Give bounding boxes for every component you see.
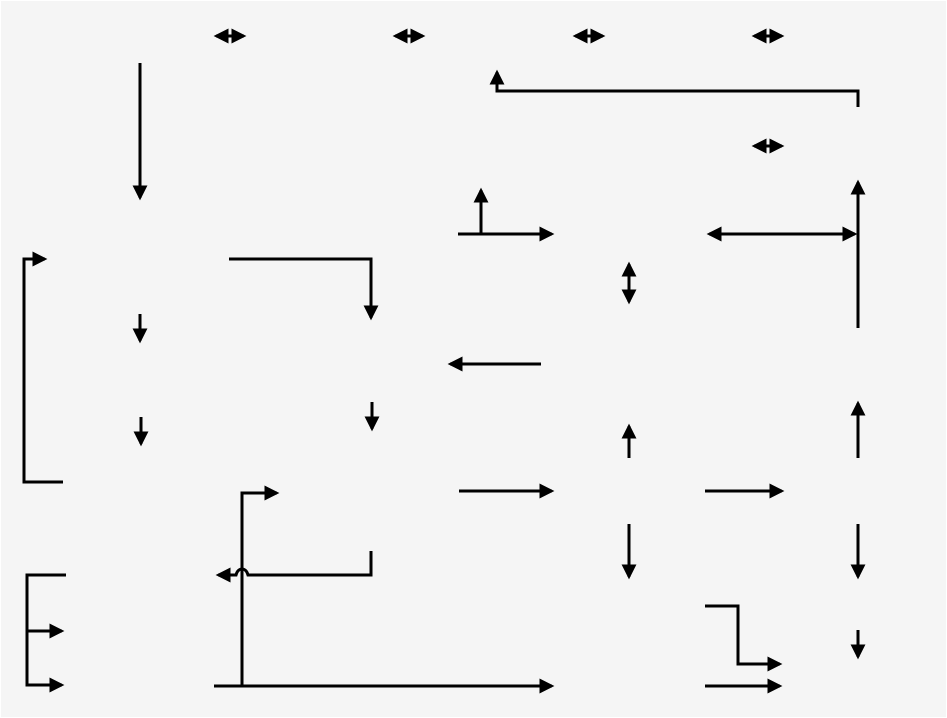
step-right-arrow: [705, 604, 783, 672]
crossing-connector: [215, 551, 373, 583]
left-bracket-arrow: [22, 251, 63, 484]
crossing-connector-vertical: [240, 485, 280, 686]
elbow-up-arrow: [489, 69, 860, 107]
elbow-down-arrow: [229, 257, 379, 321]
